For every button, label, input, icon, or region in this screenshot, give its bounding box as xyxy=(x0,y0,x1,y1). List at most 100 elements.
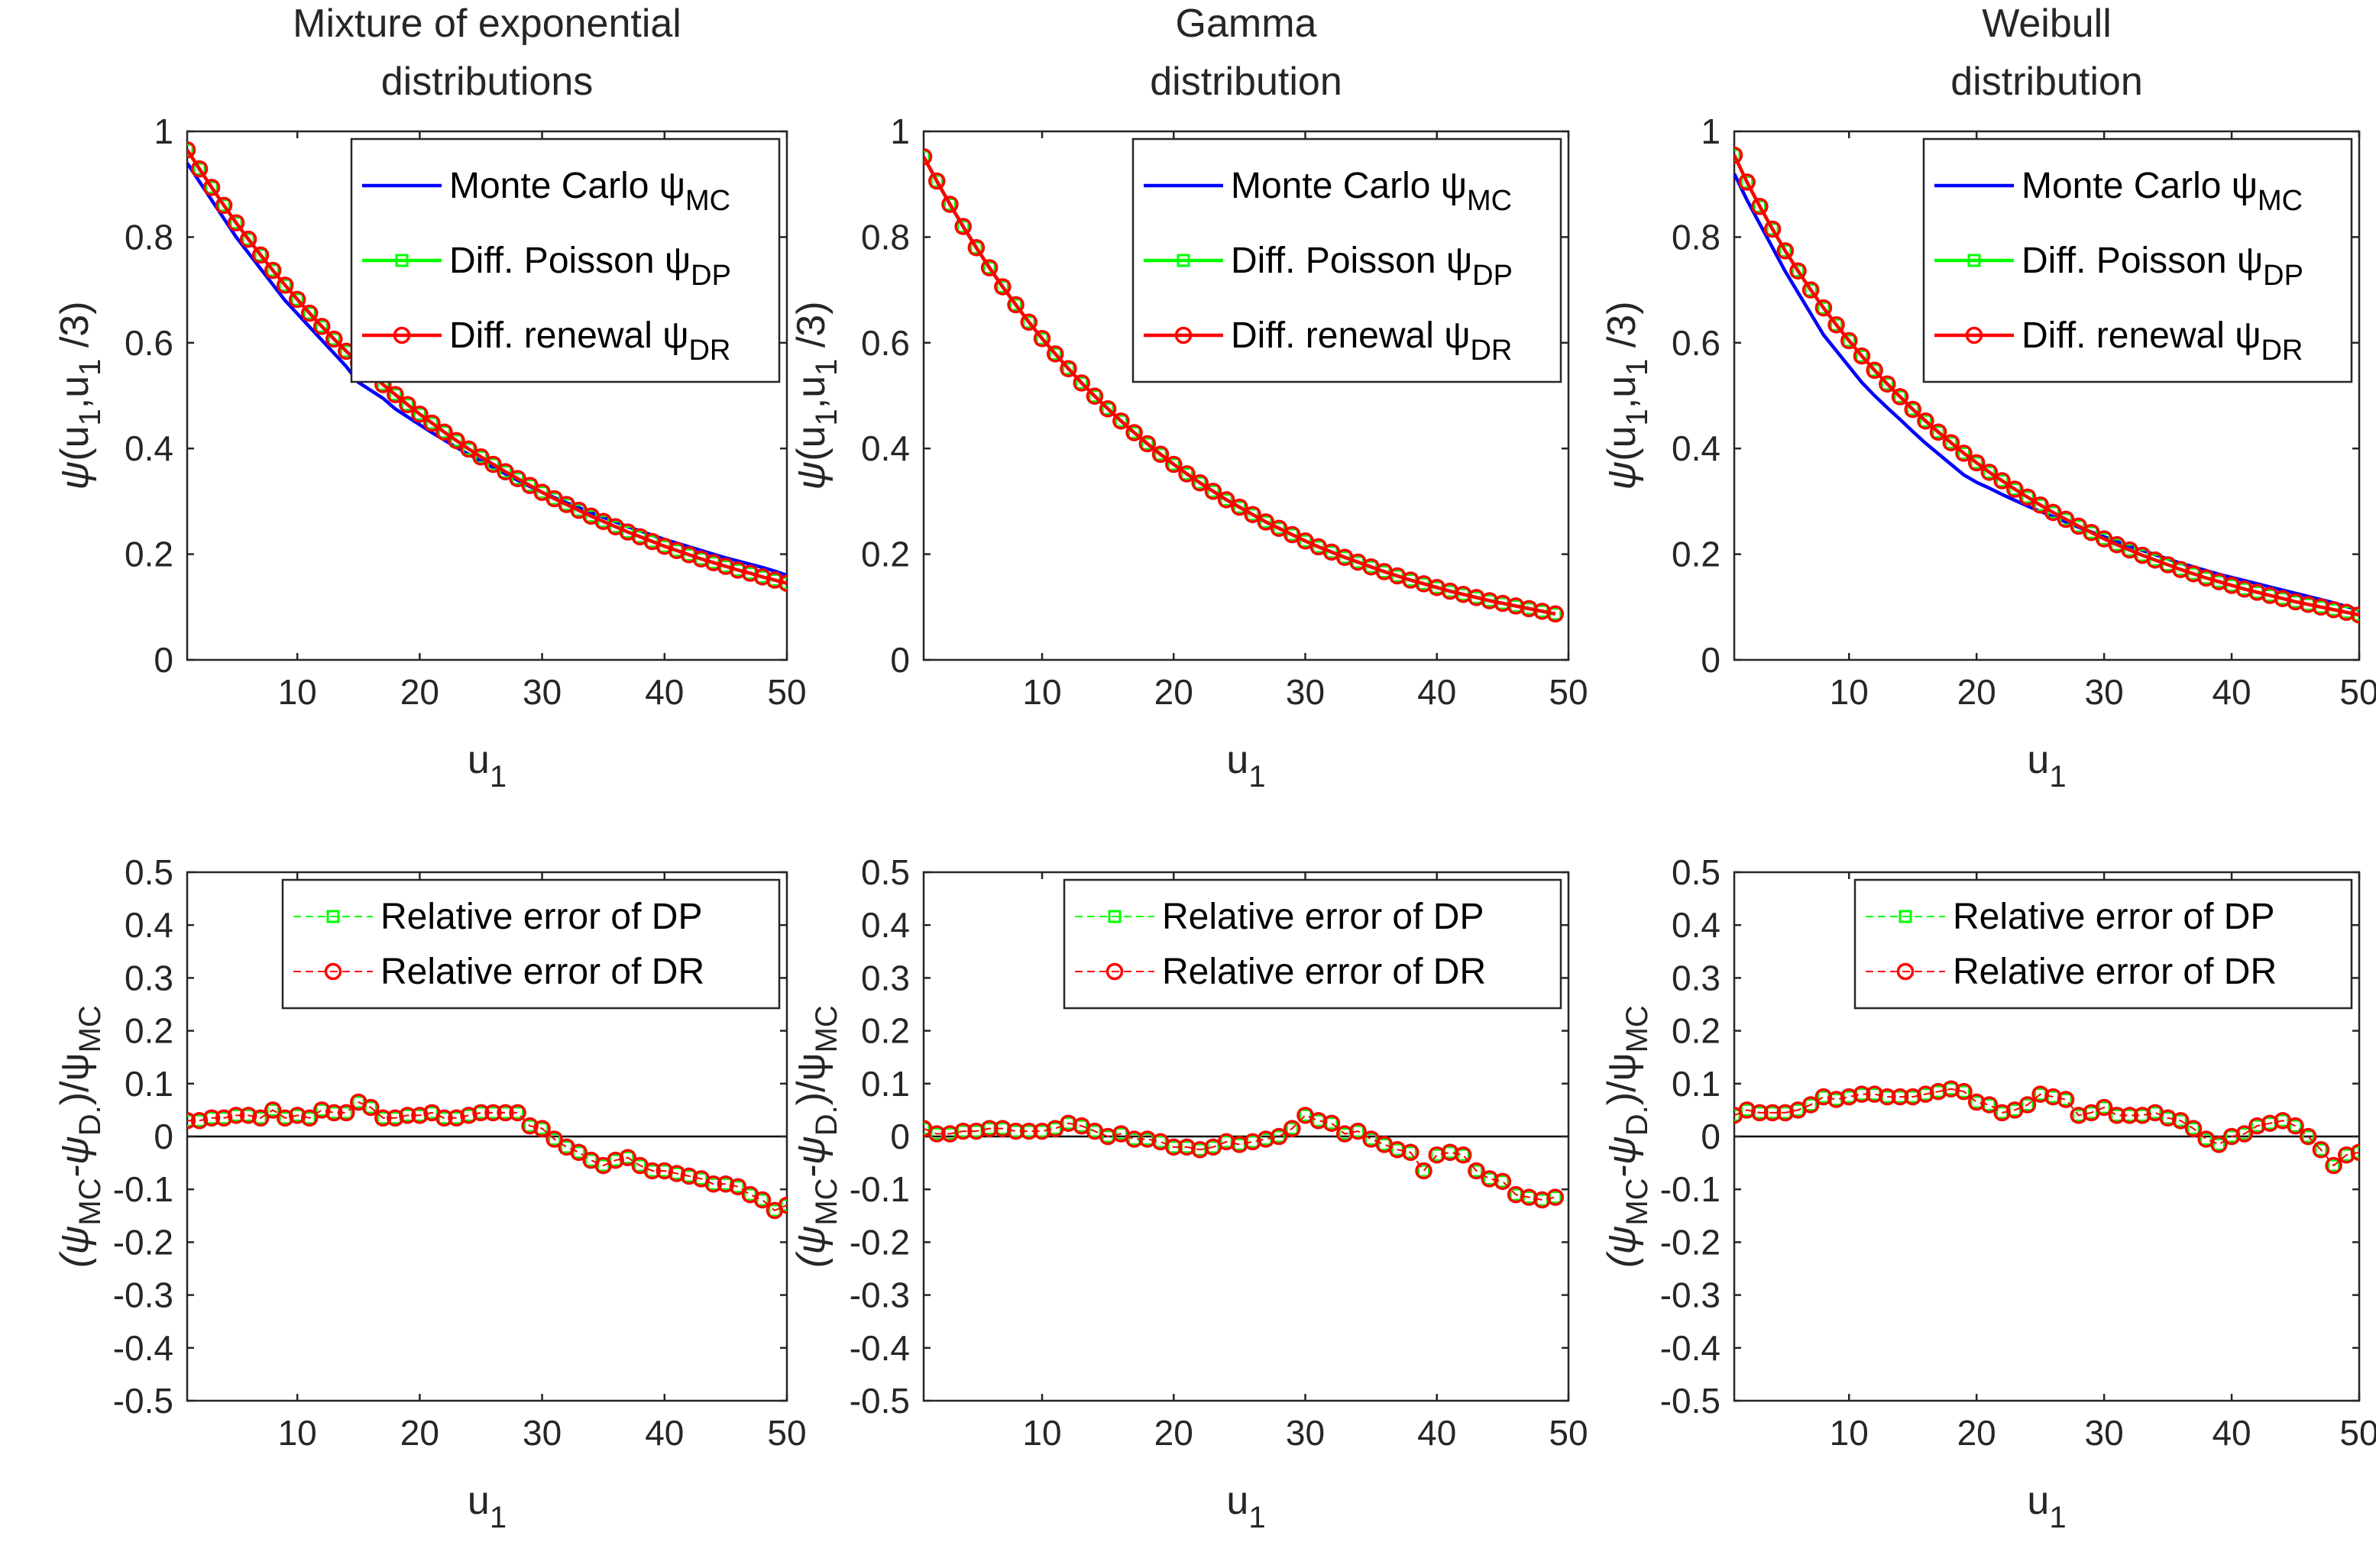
data-point xyxy=(2200,1132,2213,1146)
y-tick-label: 0.1 xyxy=(1672,1064,1720,1104)
data-point xyxy=(2327,1159,2341,1172)
x-tick-label: 10 xyxy=(278,672,317,712)
data-point xyxy=(300,1109,319,1127)
data-point xyxy=(362,1098,380,1117)
data-point xyxy=(399,1107,416,1124)
y-tick-label: 0.8 xyxy=(1672,217,1720,257)
data-point xyxy=(560,498,574,512)
data-point xyxy=(584,509,598,523)
legend: Relative error of DP Relative error of DR xyxy=(1853,878,2353,1010)
data-point xyxy=(1022,315,1036,329)
x-tick-label: 40 xyxy=(645,672,684,712)
data-point xyxy=(2325,1156,2342,1175)
data-point xyxy=(435,423,453,441)
data-point xyxy=(2121,1107,2138,1124)
data-point xyxy=(1246,508,1260,522)
data-point xyxy=(1734,146,1743,164)
y-tick-label: -0.3 xyxy=(113,1275,173,1315)
data-point xyxy=(1980,1096,1999,1114)
x-tick-label: 20 xyxy=(1957,1413,1996,1453)
data-point xyxy=(1270,519,1288,537)
y-tick-label: 0.5 xyxy=(861,852,910,892)
data-point xyxy=(1283,525,1301,544)
y-tick-label: -0.1 xyxy=(113,1169,173,1209)
panel-bottom-middle: 10 20 30 40 50 -0.5 -0.4 -0.3 -0.2 -0.1 0 0.1 0.2 0.3… xyxy=(789,852,1588,1534)
data-point xyxy=(190,1111,209,1130)
legend-marker xyxy=(1965,326,1983,344)
data-point xyxy=(1879,1088,1896,1106)
data-point xyxy=(499,465,513,479)
data-point xyxy=(1007,296,1025,314)
data-point xyxy=(1734,148,1741,162)
x-tick-label: 30 xyxy=(1286,672,1325,712)
legend-label: Diff. Poisson ψDP xyxy=(449,241,731,292)
y-tick-label: 0.2 xyxy=(1672,1011,1720,1051)
x-tick-label: 10 xyxy=(1830,672,1869,712)
data-point xyxy=(1138,435,1157,453)
data-point xyxy=(1738,173,1756,191)
data-point xyxy=(756,1193,769,1207)
chart-title: Weibull distribution xyxy=(1950,2,2142,104)
y-tick-label: 0.4 xyxy=(125,428,173,468)
y-tick-label: -0.3 xyxy=(850,1275,910,1315)
data-point xyxy=(239,1107,257,1124)
data-point xyxy=(2034,498,2047,512)
data-point xyxy=(2072,519,2086,533)
data-point xyxy=(597,1159,610,1172)
data-point xyxy=(1257,513,1275,531)
data-point xyxy=(1402,1143,1419,1162)
panel-bottom-right: 10 20 30 40 50 -0.5 -0.4 -0.3 -0.2 -0.1 0 0.1 0.2 0.3… xyxy=(1600,852,2376,1534)
data-point xyxy=(413,407,426,421)
data-point xyxy=(1415,1162,1432,1180)
data-point xyxy=(2057,510,2075,529)
data-point xyxy=(2301,1130,2315,1143)
data-point xyxy=(536,486,549,499)
data-point xyxy=(1270,1127,1288,1146)
data-point xyxy=(1842,334,1856,348)
data-point xyxy=(2018,1096,2037,1114)
data-point xyxy=(1980,464,1999,481)
y-tick-label: -0.4 xyxy=(113,1328,173,1368)
data-point xyxy=(924,147,933,166)
data-point xyxy=(1840,331,1858,350)
x-axis-label: u1 xyxy=(468,1479,507,1534)
data-point xyxy=(2006,480,2024,498)
data-point xyxy=(325,330,343,348)
data-point xyxy=(1942,434,1960,451)
data-point xyxy=(1272,522,1286,535)
legend-label: Relative error of DP xyxy=(380,897,702,937)
data-point xyxy=(753,568,772,586)
y-tick-label: -0.1 xyxy=(1660,1169,1720,1209)
data-point xyxy=(1468,1162,1485,1180)
data-point xyxy=(1904,400,1921,419)
data-point xyxy=(533,1120,551,1137)
y-tick-label: 0.4 xyxy=(861,905,910,945)
data-point xyxy=(1364,1132,1378,1146)
data-point xyxy=(1983,465,1996,479)
x-tick-label: 10 xyxy=(1022,1413,1061,1453)
y-tick-label: -0.3 xyxy=(1660,1275,1720,1315)
x-tick-label: 20 xyxy=(1957,672,1996,712)
data-point xyxy=(1033,330,1051,348)
data-point xyxy=(1035,331,1049,345)
data-point xyxy=(1955,445,1973,462)
data-point xyxy=(1099,400,1117,418)
legend-label: Monte Carlo ψMC xyxy=(2022,166,2303,217)
x-tick-label: 20 xyxy=(1154,1413,1193,1453)
legend-marker xyxy=(1177,254,1190,267)
data-point xyxy=(327,332,341,346)
data-point xyxy=(1917,412,1934,430)
data-point xyxy=(1312,540,1326,554)
data-point xyxy=(521,1117,539,1135)
data-point xyxy=(545,1130,563,1148)
data-point xyxy=(1801,281,1820,299)
data-point xyxy=(484,455,502,474)
data-point xyxy=(743,1188,757,1201)
data-point xyxy=(497,1104,514,1122)
data-point xyxy=(276,1109,294,1127)
y-tick-label: 0.2 xyxy=(861,1011,910,1051)
data-point xyxy=(241,232,255,246)
y-tick-label: 0 xyxy=(154,1117,173,1156)
chart-title: Gamma distribution xyxy=(1150,2,1342,104)
data-point xyxy=(1073,374,1090,392)
